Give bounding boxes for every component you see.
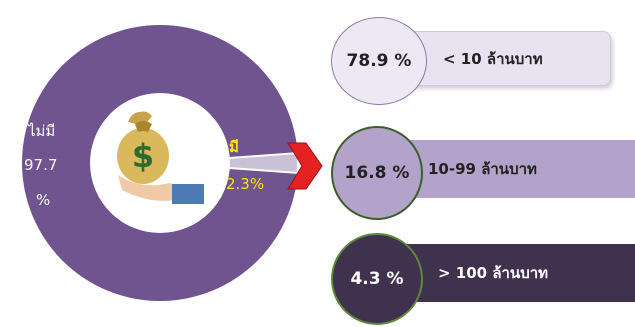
svg-text:$: $ xyxy=(132,137,154,175)
label-yes-name: มี xyxy=(229,138,239,156)
circle-gt-100m: 4.3 % xyxy=(331,233,423,325)
circle-gt-100m-value: 4.3 % xyxy=(350,269,404,289)
label-no-value: 97.7 xyxy=(24,156,57,174)
label-no-name: ไม่มี xyxy=(27,122,55,140)
bar-10-99m-label: 10-99 ล้านบาท xyxy=(428,160,537,178)
bar-10-99m: 10-99 ล้านบาท xyxy=(398,140,635,198)
bar-lt-10m: < 10 ล้านบาท xyxy=(396,31,611,86)
label-yes-value: 2.3% xyxy=(226,175,264,193)
bar-gt-100m-label: > 100 ล้านบาท xyxy=(438,264,549,282)
circle-10-99m-value: 16.8 % xyxy=(344,163,410,183)
label-no-percent: % xyxy=(36,191,50,209)
circle-lt-10m-value: 78.9 % xyxy=(346,51,412,71)
donut-chart: $ ไม่มี 97.7 % มี 2.3% xyxy=(22,25,323,301)
bar-gt-100m: > 100 ล้านบาท xyxy=(398,244,635,302)
circle-10-99m: 16.8 % xyxy=(331,126,423,220)
money-bag-hand-icon: $ xyxy=(117,111,204,204)
circle-lt-10m: 78.9 % xyxy=(331,17,427,105)
arrow-icon xyxy=(287,142,323,190)
bar-lt-10m-label: < 10 ล้านบาท xyxy=(443,49,543,68)
